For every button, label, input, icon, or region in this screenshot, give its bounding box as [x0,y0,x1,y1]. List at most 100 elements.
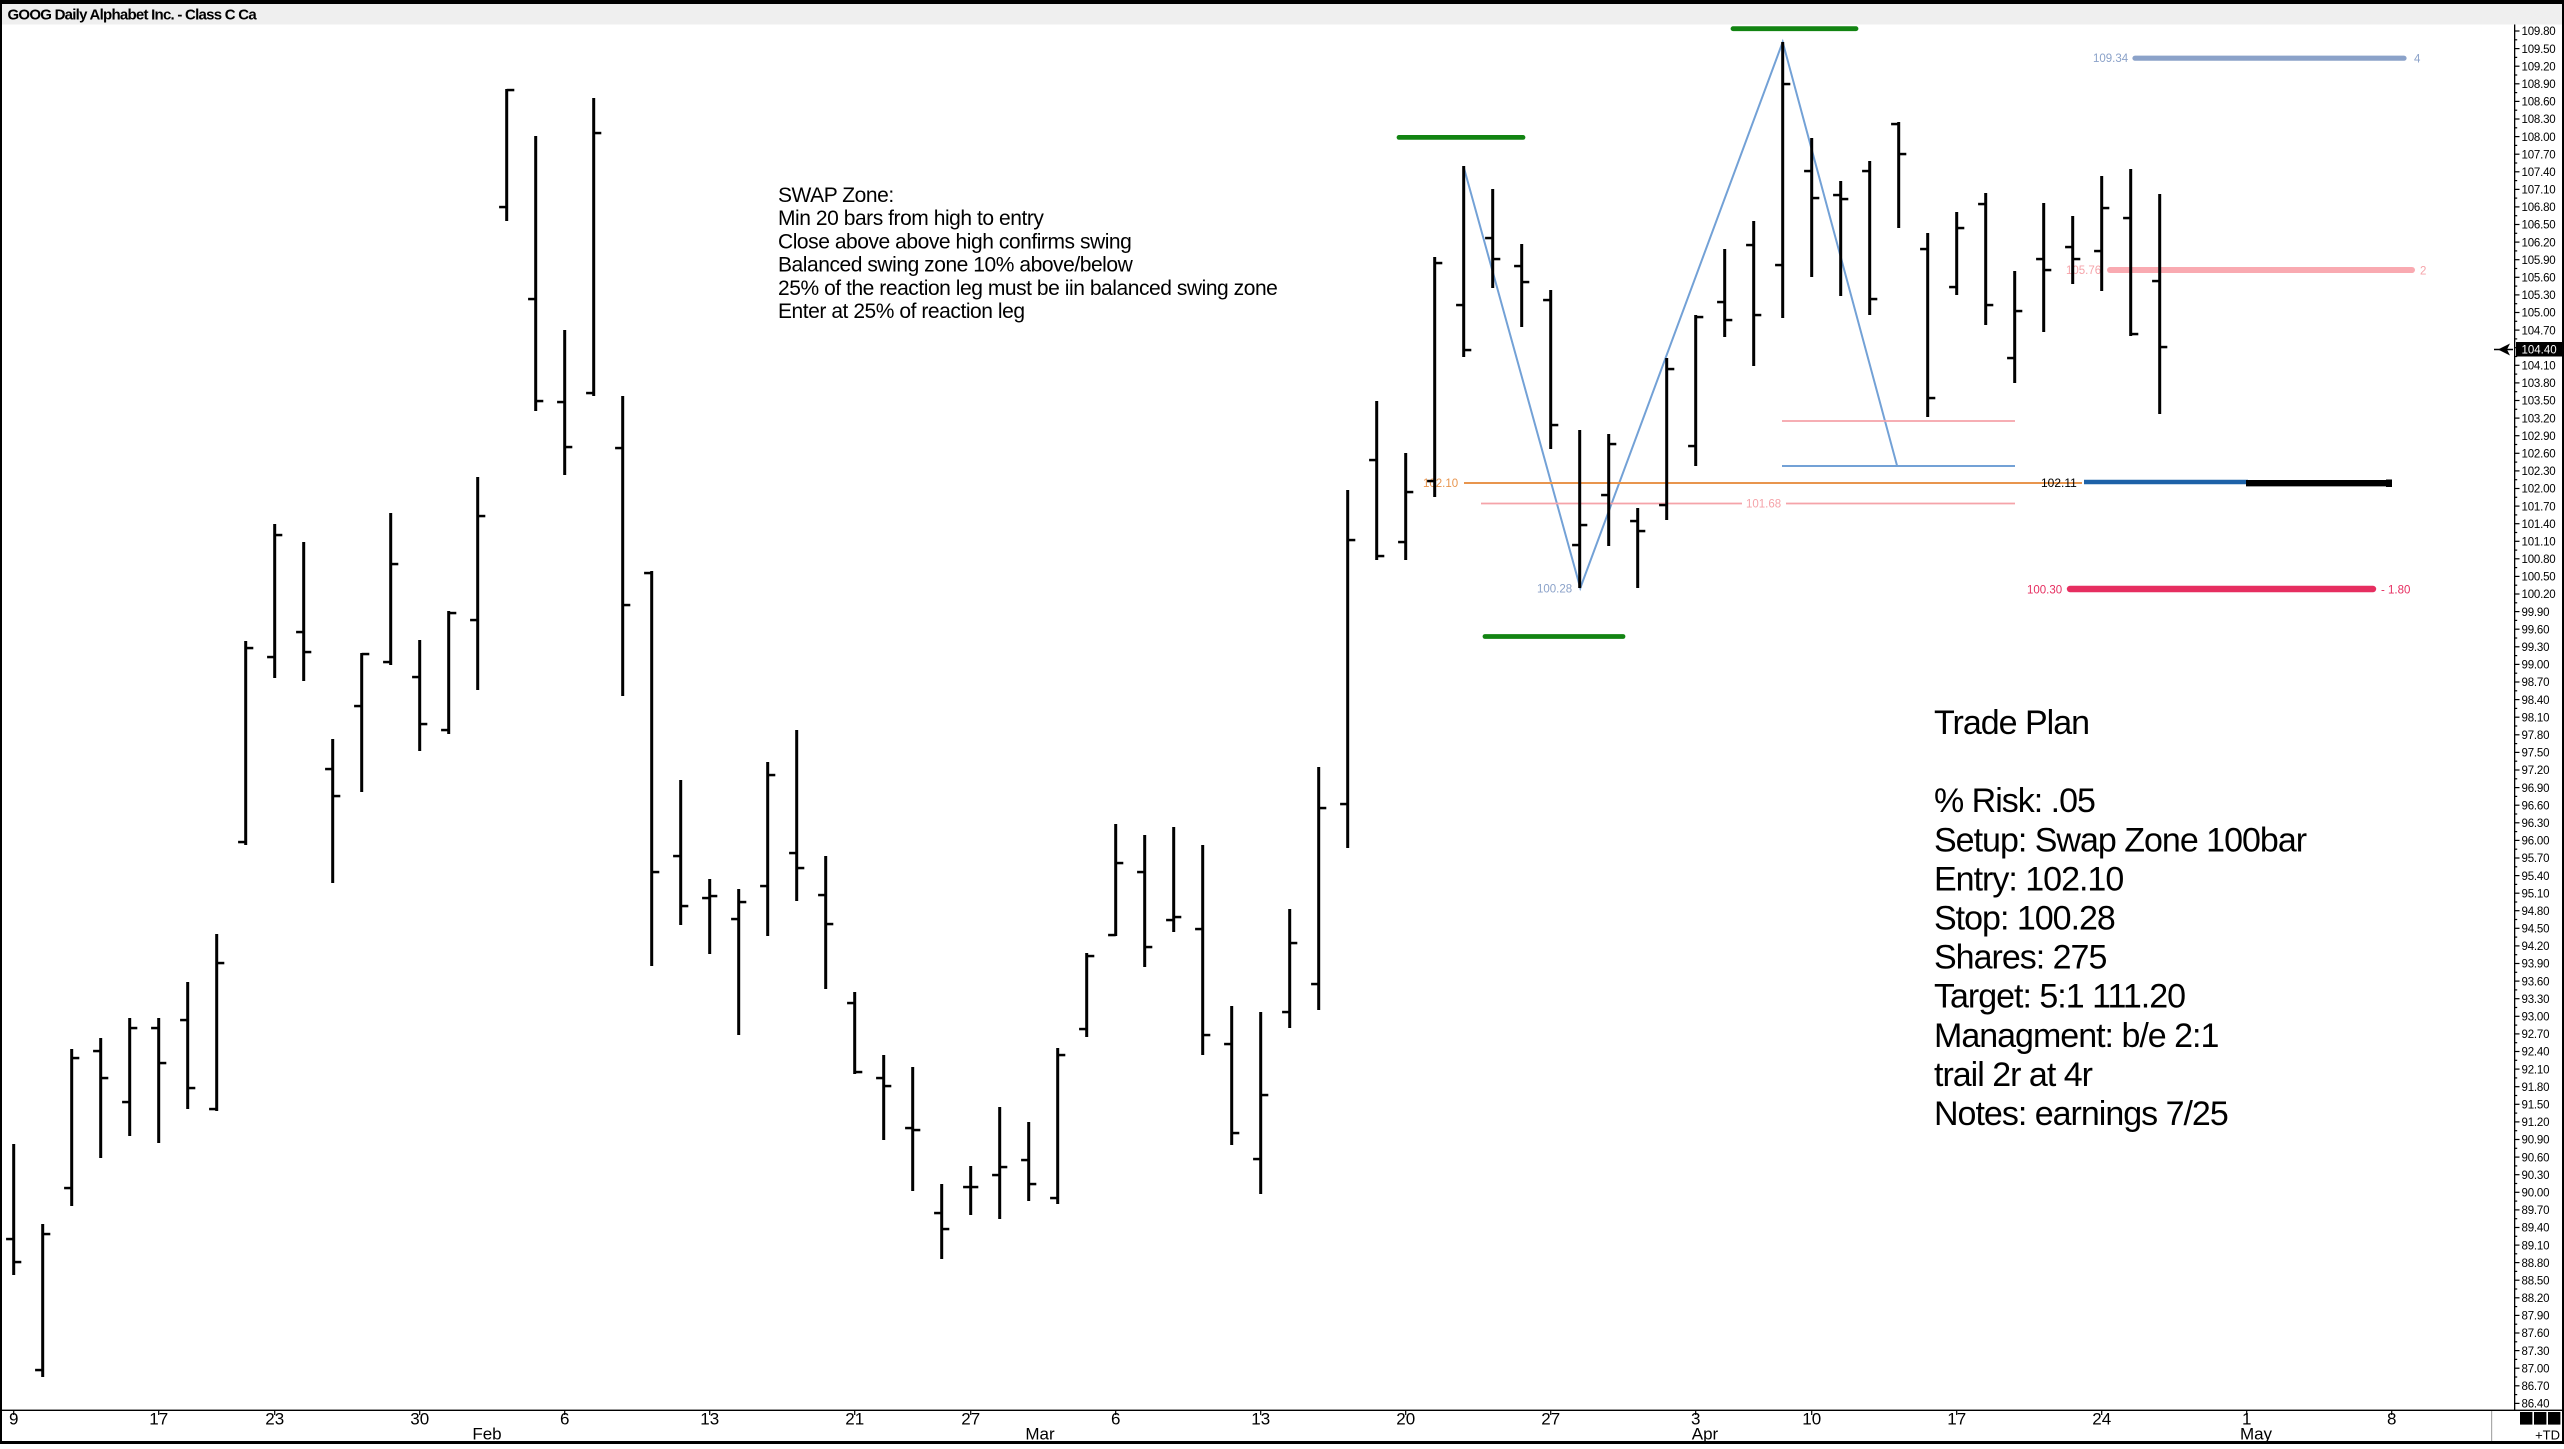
svg-text:24: 24 [2092,1410,2111,1429]
svg-text:106.20: 106.20 [2522,237,2556,249]
svg-text:102.10: 102.10 [1423,478,1458,490]
svg-text:101.10: 101.10 [2522,537,2556,549]
svg-text:108.30: 108.30 [2522,114,2556,126]
svg-text:105.76: 105.76 [2066,265,2101,277]
svg-text:90.60: 90.60 [2522,1152,2550,1164]
svg-text:96.30: 96.30 [2522,818,2550,830]
svg-text:Entry: 102.10: Entry: 102.10 [1934,860,2123,898]
svg-text:98.10: 98.10 [2522,712,2550,724]
svg-text:92.40: 92.40 [2522,1047,2550,1059]
svg-text:102.60: 102.60 [2522,449,2556,461]
svg-text:109.34: 109.34 [2093,53,2129,65]
svg-text:102.30: 102.30 [2522,466,2556,478]
svg-text:Shares: 275: Shares: 275 [1934,939,2106,977]
svg-text:100.28: 100.28 [1537,584,1572,596]
svg-text:98.40: 98.40 [2522,695,2550,707]
svg-text:89.40: 89.40 [2522,1223,2550,1235]
svg-text:+TD: +TD [2535,1428,2560,1443]
svg-text:93.30: 93.30 [2522,994,2550,1006]
svg-text:104.10: 104.10 [2522,361,2556,373]
svg-text:9: 9 [9,1410,18,1429]
svg-text:96.90: 96.90 [2522,783,2550,795]
svg-text:99.30: 99.30 [2522,642,2550,654]
svg-text:Setup: Swap Zone 100bar: Setup: Swap Zone 100bar [1934,821,2307,859]
svg-text:Enter at 25% of reaction leg: Enter at 25% of reaction leg [778,300,1025,323]
svg-text:Stop: 100.28: Stop: 100.28 [1934,900,2115,938]
svg-text:Trade Plan: Trade Plan [1934,704,2089,742]
svg-text:103.20: 103.20 [2522,413,2556,425]
svg-text:103.50: 103.50 [2522,396,2556,408]
svg-text:108.90: 108.90 [2522,79,2556,91]
svg-text:97.50: 97.50 [2522,748,2550,760]
svg-text:94.20: 94.20 [2522,941,2550,953]
svg-text:4: 4 [2414,54,2421,66]
svg-text:104.70: 104.70 [2522,325,2556,337]
svg-text:86.70: 86.70 [2522,1381,2550,1393]
svg-text:108.60: 108.60 [2522,97,2556,109]
svg-text:87.00: 87.00 [2522,1363,2550,1375]
svg-text:107.10: 107.10 [2522,185,2556,197]
svg-text:109.20: 109.20 [2522,61,2556,73]
svg-text:106.50: 106.50 [2522,220,2556,232]
svg-text:87.60: 87.60 [2522,1328,2550,1340]
svg-text:100.20: 100.20 [2522,589,2556,601]
svg-text:2: 2 [2420,266,2426,278]
svg-text:21: 21 [845,1410,864,1429]
svg-text:94.50: 94.50 [2522,924,2550,936]
svg-text:95.70: 95.70 [2522,853,2550,865]
svg-text:Apr: Apr [1692,1425,1719,1444]
svg-text:102.11: 102.11 [2041,476,2077,490]
svg-text:17: 17 [149,1410,168,1429]
svg-text:99.60: 99.60 [2522,624,2550,636]
svg-text:88.50: 88.50 [2522,1275,2550,1287]
svg-text:100.80: 100.80 [2522,554,2556,566]
svg-text:109.50: 109.50 [2522,44,2556,56]
svg-text:95.10: 95.10 [2522,888,2550,900]
svg-text:90.30: 90.30 [2522,1170,2550,1182]
svg-text:25% of the reaction leg must b: 25% of the reaction leg must be iin bala… [778,277,1277,300]
svg-text:95.40: 95.40 [2522,871,2550,883]
svg-text:99.90: 99.90 [2522,607,2550,619]
svg-text:trail 2r at 4r: trail 2r at 4r [1934,1056,2093,1094]
svg-text:105.00: 105.00 [2522,308,2556,320]
svg-text:97.20: 97.20 [2522,765,2550,777]
svg-text:% Risk: .05: % Risk: .05 [1934,782,2095,820]
svg-text:Target: 5:1 111.20: Target: 5:1 111.20 [1934,978,2185,1016]
svg-text:Managment: b/e 2:1: Managment: b/e 2:1 [1934,1017,2219,1055]
svg-text:100.50: 100.50 [2522,572,2556,584]
svg-text:Balanced swing zone 10% above/: Balanced swing zone 10% above/below [778,254,1134,277]
svg-text:99.00: 99.00 [2522,660,2550,672]
svg-text:27: 27 [961,1410,980,1429]
svg-text:91.20: 91.20 [2522,1117,2550,1129]
svg-text:102.00: 102.00 [2522,484,2556,496]
svg-text:88.20: 88.20 [2522,1293,2550,1305]
svg-text:91.80: 91.80 [2522,1082,2550,1094]
svg-text:100.30: 100.30 [2027,585,2062,597]
svg-text:107.40: 107.40 [2522,167,2556,179]
svg-text:86.40: 86.40 [2522,1399,2550,1411]
svg-text:105.90: 105.90 [2522,255,2556,267]
svg-text:1: 1 [2242,1410,2251,1429]
svg-text:13: 13 [700,1410,719,1429]
svg-text:93.00: 93.00 [2522,1012,2550,1024]
svg-text:92.70: 92.70 [2522,1029,2550,1041]
svg-text:Mar: Mar [1025,1425,1055,1444]
svg-text:89.10: 89.10 [2522,1240,2550,1252]
svg-text:93.90: 93.90 [2522,959,2550,971]
svg-text:Min 20 bars from high to entry: Min 20 bars from high to entry [778,207,1044,230]
svg-text:Notes: earnings 7/25: Notes: earnings 7/25 [1934,1095,2228,1133]
svg-text:108.00: 108.00 [2522,132,2556,144]
svg-text:90.90: 90.90 [2522,1135,2550,1147]
svg-text:93.60: 93.60 [2522,976,2550,988]
svg-text:101.40: 101.40 [2522,519,2556,531]
svg-text:91.50: 91.50 [2522,1100,2550,1112]
svg-text:27: 27 [1541,1410,1560,1429]
svg-text:90.00: 90.00 [2522,1188,2550,1200]
svg-text:96.60: 96.60 [2522,800,2550,812]
svg-text:8: 8 [2387,1410,2396,1429]
svg-text:97.80: 97.80 [2522,730,2550,742]
svg-text:103.80: 103.80 [2522,378,2556,390]
svg-text:6: 6 [1111,1410,1120,1429]
svg-text:Feb: Feb [472,1425,501,1444]
svg-text:105.60: 105.60 [2522,273,2556,285]
